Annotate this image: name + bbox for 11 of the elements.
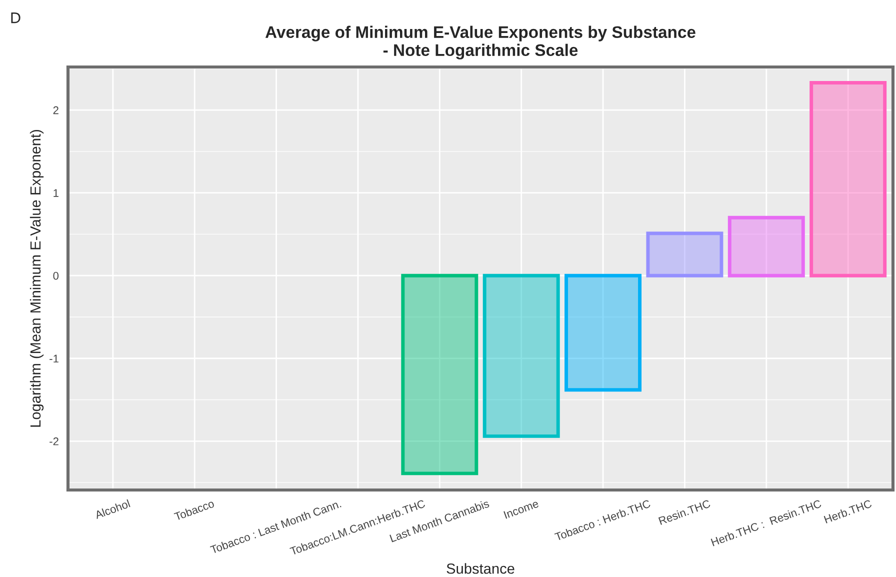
y-tick-label: 2 bbox=[53, 106, 58, 114]
text: D bbox=[11, 12, 20, 24]
x-tick-label: Tobacco bbox=[174, 499, 215, 521]
y-tick-label: 1 bbox=[54, 189, 58, 197]
y-tick-label: -2 bbox=[50, 437, 58, 446]
y-axis-title: Logarithm (Mean Minimum E-Value Exponent) bbox=[30, 130, 44, 427]
x-tick-label: Income bbox=[504, 500, 540, 519]
y-tick-label: 0 bbox=[53, 272, 59, 280]
y-tick-label: -1 bbox=[50, 354, 58, 362]
chart-title: Average of Minimum E-Value Exponents by Substance - Note Logarithmic Scale bbox=[265, 26, 696, 60]
x-axis-title: Substance bbox=[446, 563, 514, 574]
